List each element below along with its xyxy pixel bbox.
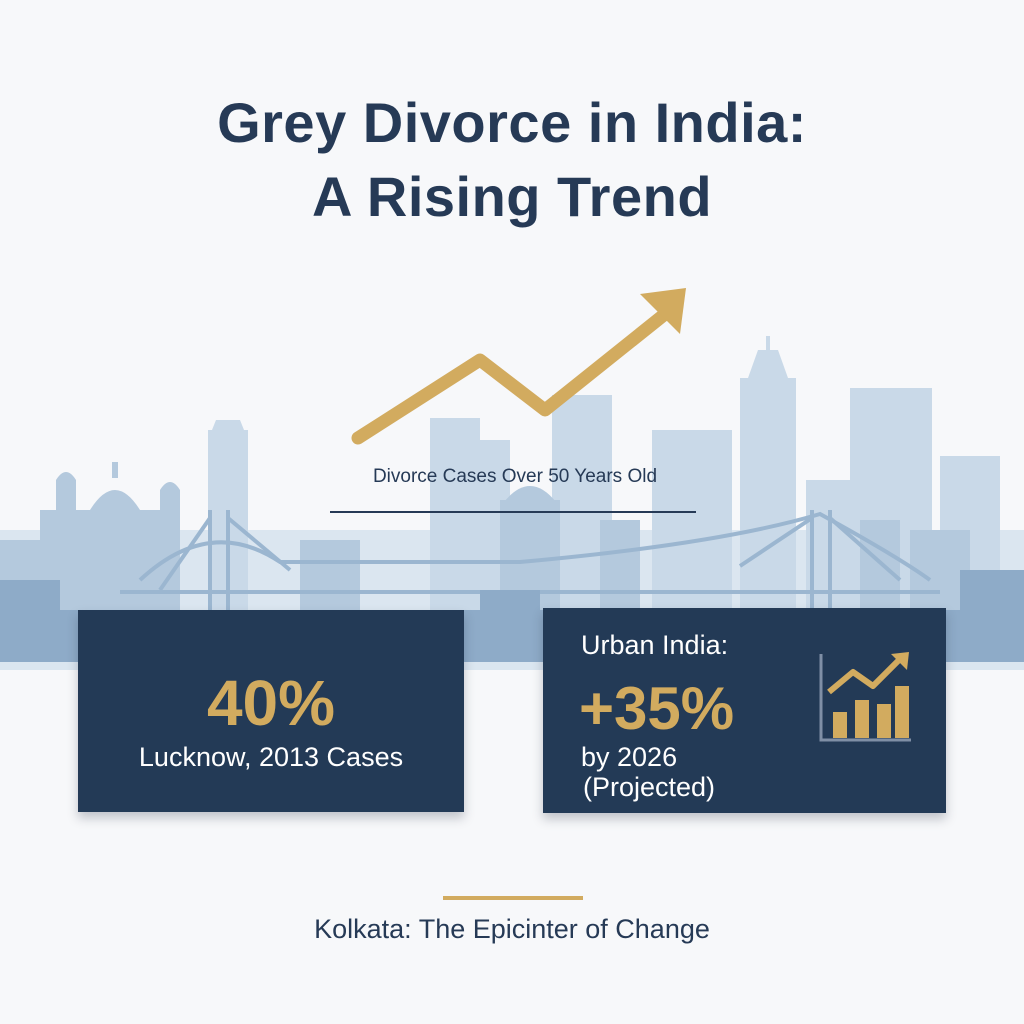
lucknow-percentage: 40% [206, 667, 336, 739]
footer-divider [443, 896, 583, 900]
lucknow-label: Lucknow, 2013 Cases [138, 742, 404, 772]
projection-note: (Projected) [583, 772, 716, 802]
rising-bar-chart-icon [819, 652, 911, 742]
projection-year: by 2026 [581, 742, 678, 772]
lucknow-stat-card: 40% Lucknow, 2013 Cases [78, 610, 464, 812]
trend-arrow-icon [351, 288, 686, 445]
title-line-2: A Rising Trend [311, 165, 713, 228]
kolkata-skyline-illustration [0, 336, 1024, 670]
urban-india-heading: Urban India: [581, 630, 729, 660]
urban-india-percentage: +35% [579, 675, 735, 742]
urban-india-stat-card: Urban India: +35% by 2026 (Projected) [543, 608, 946, 813]
page-title: Grey Divorce in India: A Rising Trend [0, 86, 1024, 234]
caption-divider [330, 511, 696, 513]
footer-tagline: Kolkata: The Epicinter of Change [314, 914, 710, 944]
title-line-1: Grey Divorce in India: [217, 91, 807, 154]
trend-caption: Divorce Cases Over 50 Years Old [372, 466, 658, 487]
